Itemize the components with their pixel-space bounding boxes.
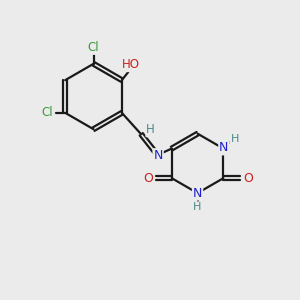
Text: O: O (143, 172, 153, 185)
Text: H: H (194, 202, 202, 212)
Text: Cl: Cl (42, 106, 53, 119)
Text: N: N (193, 187, 202, 200)
Text: H: H (230, 134, 239, 144)
Text: HO: HO (122, 58, 140, 71)
Text: H: H (146, 123, 155, 136)
Text: N: N (219, 141, 229, 154)
Text: O: O (243, 172, 253, 185)
Text: N: N (153, 149, 163, 162)
Text: Cl: Cl (88, 41, 99, 54)
